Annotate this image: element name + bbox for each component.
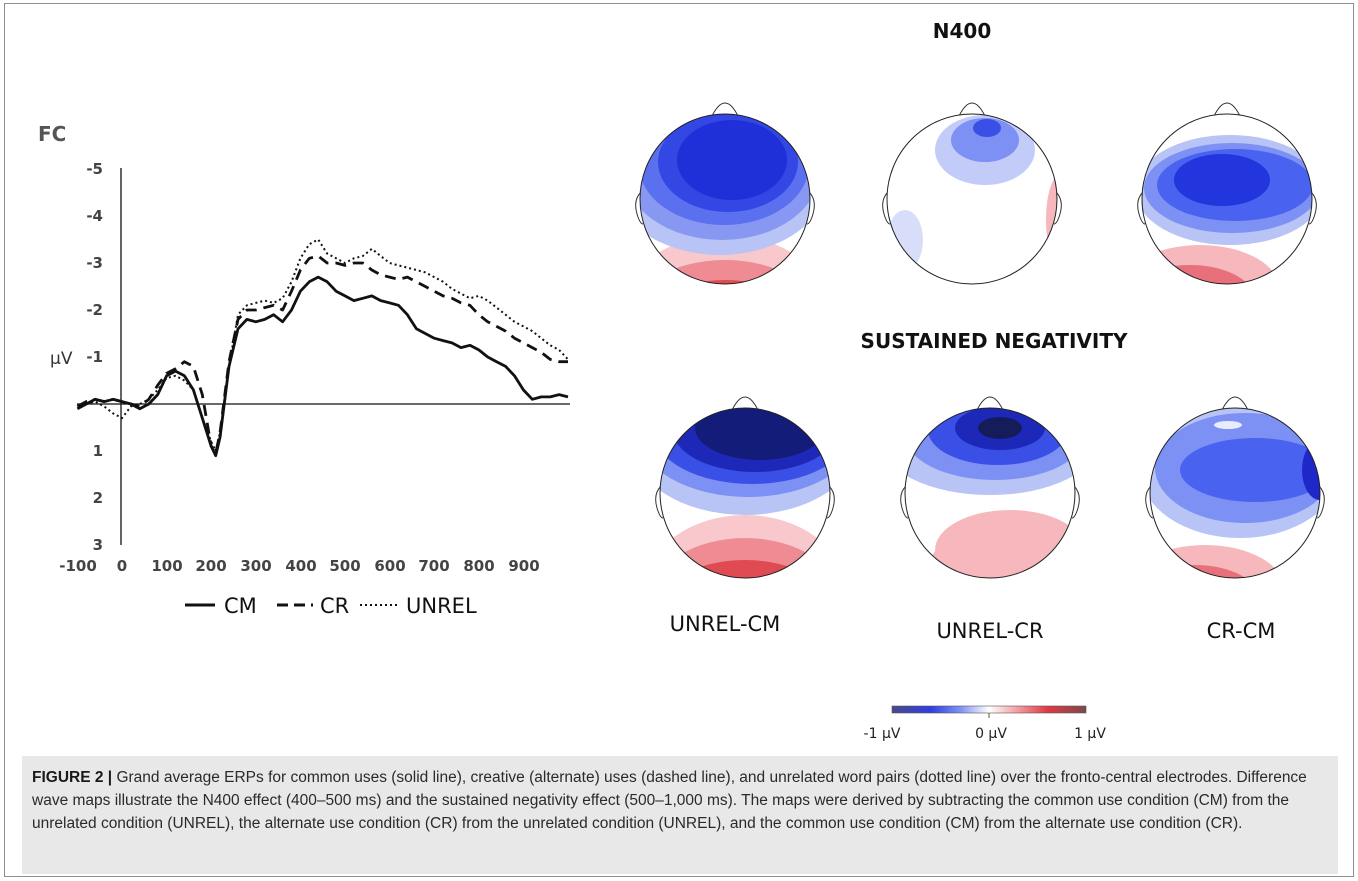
colorbar-min-label: -1 μV [864, 726, 901, 742]
y-tick-label: -3 [86, 254, 103, 272]
n400-heading: N400 [933, 19, 992, 43]
x-tick-label: -100 [59, 557, 97, 575]
map-label-unrel-cm: UNREL-CM [670, 612, 781, 636]
x-tick-label: 400 [285, 557, 316, 575]
ear-outline [900, 485, 909, 519]
caption-text: Grand average ERPs for common uses (soli… [32, 769, 1307, 832]
y-tick-label: -4 [86, 207, 103, 225]
nose-outline [711, 102, 739, 117]
colorbar-mid-label: 0 μV [975, 726, 1007, 742]
figure-canvas: FC μV -5 -4 -3 -2 -1 1 2 3 -100 0 100 20… [38, 19, 1325, 742]
topomap-n400-unrel-cr [882, 102, 1062, 285]
ear-outline [1053, 191, 1062, 225]
ear-outline [1316, 485, 1325, 519]
caption-box: FIGURE 2 | Grand average ERPs for common… [22, 756, 1338, 874]
erp-chart: FC μV -5 -4 -3 -2 -1 1 2 3 -100 0 100 20… [38, 122, 570, 618]
figure-frame [4, 3, 1354, 877]
x-tick-label: 700 [418, 557, 449, 575]
ear-outline [826, 485, 835, 519]
figure-caption: FIGURE 2 | Grand average ERPs for common… [32, 766, 1322, 835]
x-tick-label: 0 [117, 557, 127, 575]
sustained-negativity-heading: SUSTAINED NEGATIVITY [861, 329, 1128, 353]
y-tick-label: 1 [93, 442, 103, 460]
nose-outline [731, 396, 759, 411]
x-tick-label: 600 [374, 557, 405, 575]
topomap-sustained-cr-cm [1145, 396, 1325, 579]
y-tick-label: -5 [86, 160, 103, 178]
x-tick-label: 300 [240, 557, 271, 575]
nose-outline [1213, 102, 1241, 117]
colorbar-gradient [891, 705, 1087, 714]
nose-outline [1221, 396, 1249, 411]
series-line-unrel [76, 238, 569, 452]
topomap-n400-unrel-cm [635, 102, 815, 285]
ear-outline [1145, 485, 1154, 519]
x-tick-label: 500 [329, 557, 360, 575]
legend-label-cm: CM [224, 594, 257, 618]
y-tick-labels: -5 -4 -3 -2 -1 1 2 3 [86, 160, 103, 554]
y-tick-label: 3 [93, 536, 103, 554]
series-line-cr [76, 254, 568, 455]
topomap-n400-cr-cm [1137, 102, 1317, 285]
x-tick-label: 800 [463, 557, 494, 575]
x-tick-labels: -100 0 100 200 300 400 500 600 700 800 9… [59, 557, 539, 575]
legend-label-unrel: UNREL [406, 594, 477, 618]
chart-title: FC [38, 122, 66, 146]
nose-outline [958, 102, 986, 117]
ear-outline [1137, 191, 1146, 225]
ear-outline [882, 191, 891, 225]
ear-outline [635, 191, 644, 225]
series-line-cm [76, 275, 569, 458]
topomap-sustained-unrel-cr [900, 396, 1080, 579]
legend-label-cr: CR [320, 594, 349, 618]
x-tick-label: 100 [151, 557, 182, 575]
ear-outline [655, 485, 664, 519]
map-label-cr-cm: CR-CM [1207, 619, 1276, 643]
x-tick-label: 200 [195, 557, 226, 575]
ear-outline [806, 191, 815, 225]
colorbar: -1 μV 0 μV 1 μV [864, 705, 1106, 742]
legend: CM CR UNREL [185, 594, 477, 618]
ear-outline [1308, 191, 1317, 225]
nose-outline [976, 396, 1004, 411]
y-tick-label: 2 [93, 489, 103, 507]
y-tick-label: -1 [86, 348, 103, 366]
ear-outline [1071, 485, 1080, 519]
series-lines [76, 238, 569, 458]
colorbar-max-label: 1 μV [1074, 726, 1106, 742]
map-label-unrel-cr: UNREL-CR [936, 619, 1043, 643]
x-tick-label: 900 [508, 557, 539, 575]
caption-label: FIGURE 2 | [32, 769, 113, 786]
y-tick-label: -2 [86, 301, 103, 319]
y-unit-label: μV [50, 349, 73, 369]
